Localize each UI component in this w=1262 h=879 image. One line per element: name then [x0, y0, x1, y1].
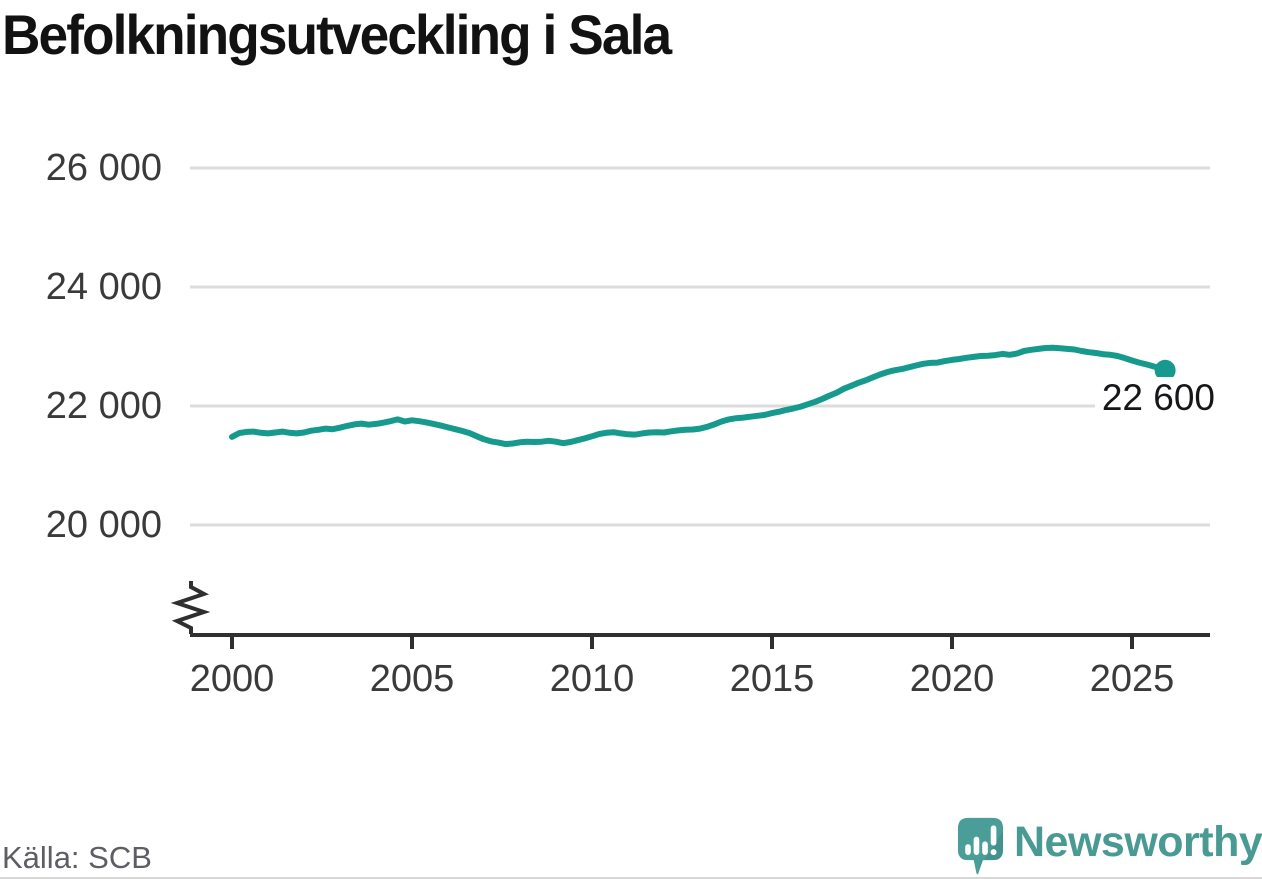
- logo-exclamation-dot: [990, 849, 997, 856]
- end-value-label: 22 600: [1094, 377, 1217, 419]
- logo-bar-3: [982, 841, 988, 855]
- logo-exclamation-bar: [990, 825, 997, 846]
- x-axis-label: 2005: [369, 658, 455, 700]
- source-note: Källa: SCB: [2, 840, 152, 875]
- x-axis-label: 2000: [189, 658, 275, 700]
- logo-bar-1: [965, 844, 971, 855]
- bottom-border: [0, 877, 1262, 879]
- end-point-dot: [1154, 359, 1176, 381]
- x-axis-label: 2025: [1089, 658, 1175, 700]
- axis-break-icon: [170, 581, 211, 634]
- x-axis-label: 2020: [909, 658, 995, 700]
- chart-title: Befolkningsutveckling i Sala: [2, 3, 672, 66]
- y-axis-label: 24 000: [45, 266, 162, 308]
- newsworthy-logo-icon: [957, 817, 1004, 875]
- logo-bar-2: [973, 836, 980, 855]
- y-axis-label: 26 000: [45, 147, 162, 189]
- y-axis-label: 22 000: [45, 385, 162, 427]
- brand-name: Newsworthy: [1014, 818, 1262, 866]
- population-line: [229, 344, 1169, 448]
- brand-logo: Newsworthy: [956, 814, 1262, 879]
- x-axis-label: 2015: [729, 658, 815, 700]
- x-axis-label: 2010: [549, 658, 635, 700]
- y-axis-label: 20 000: [45, 504, 162, 546]
- logo-bubble-shade: [978, 831, 1004, 870]
